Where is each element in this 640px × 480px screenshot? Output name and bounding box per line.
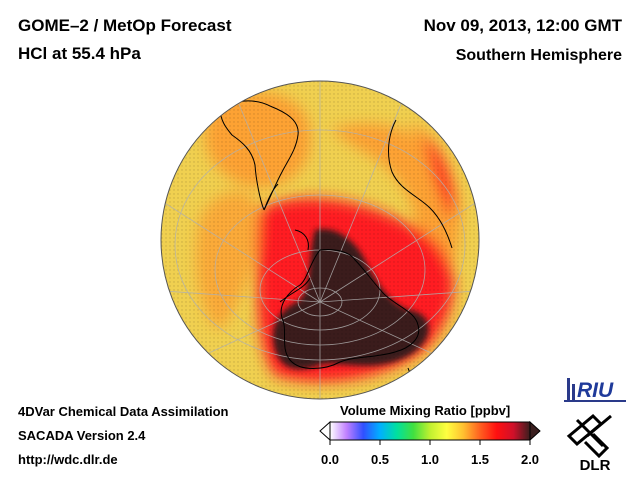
hcl-globe-map bbox=[160, 80, 480, 400]
colorbar-title: Volume Mixing Ratio [ppbv] bbox=[340, 403, 511, 418]
forecast-datetime: Nov 09, 2013, 12:00 GMT bbox=[423, 16, 622, 35]
footer-line-1: 4DVar Chemical Data Assimilation bbox=[18, 404, 229, 419]
colorbar-tick-label: 1.5 bbox=[470, 452, 490, 467]
colorbar-gradient bbox=[329, 421, 531, 441]
colorbar-tick-label: 0.5 bbox=[370, 452, 390, 467]
region-label: Southern Hemisphere bbox=[455, 47, 622, 64]
colorbar-max-arrow bbox=[529, 420, 541, 442]
graticule bbox=[161, 81, 479, 399]
title-line-2: HCl at 55.4 hPa bbox=[18, 44, 141, 63]
colorbar-tick-label: 1.0 bbox=[420, 452, 440, 467]
footer-line-2: SACADA Version 2.4 bbox=[18, 428, 146, 443]
svg-text:RIU: RIU bbox=[577, 379, 614, 402]
colorbar-tick-label: 2.0 bbox=[520, 452, 540, 467]
colorbar-min-arrow bbox=[319, 420, 331, 442]
svg-text:DLR: DLR bbox=[580, 457, 611, 474]
dlr-logo: DLR bbox=[566, 413, 612, 474]
colorbar bbox=[319, 420, 541, 445]
riu-logo: RIU bbox=[564, 378, 626, 402]
footer-url[interactable]: http://wdc.dlr.de bbox=[18, 452, 118, 467]
colorbar-tick-label: 0.0 bbox=[320, 452, 340, 467]
title-line-1: GOME–2 / MetOp Forecast bbox=[18, 16, 232, 35]
